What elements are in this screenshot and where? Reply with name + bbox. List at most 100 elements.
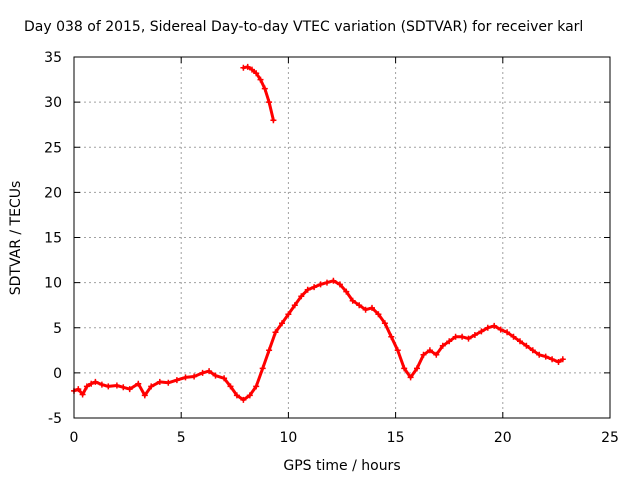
data-point xyxy=(523,342,530,349)
data-point xyxy=(156,378,163,385)
x-tick-label: 15 xyxy=(387,430,405,446)
x-tick-label: 0 xyxy=(70,430,79,446)
data-point xyxy=(555,359,562,365)
data-point xyxy=(98,381,105,388)
x-tick-label: 5 xyxy=(177,430,186,446)
data-point xyxy=(253,70,260,77)
y-axis-label: SDTVAR / TECUs xyxy=(8,181,24,296)
data-point xyxy=(83,383,90,390)
y-tick-label: 25 xyxy=(44,140,62,156)
data-point xyxy=(75,386,82,393)
data-point xyxy=(504,329,511,336)
data-point xyxy=(491,322,498,329)
data-point xyxy=(317,281,324,288)
grid-lines xyxy=(74,57,610,418)
data-point xyxy=(349,297,356,304)
data-point xyxy=(253,383,260,390)
data-point xyxy=(471,332,478,338)
x-tick-label: 20 xyxy=(494,430,512,446)
data-point xyxy=(113,382,120,389)
y-tick-label: 10 xyxy=(44,276,62,292)
data-point xyxy=(304,286,311,293)
chart-title: Day 038 of 2015, Sidereal Day-to-day VTE… xyxy=(24,19,583,35)
data-layer xyxy=(71,63,566,403)
data-point xyxy=(401,365,408,372)
data-point xyxy=(394,347,401,354)
data-point xyxy=(291,302,298,309)
data-point xyxy=(362,306,369,313)
data-point xyxy=(497,326,504,333)
data-series-segment-1 xyxy=(72,279,565,402)
data-point xyxy=(191,373,198,380)
data-point xyxy=(279,320,285,327)
data-series-segment-2 xyxy=(241,65,275,122)
data-point xyxy=(272,329,279,336)
data-point xyxy=(542,353,549,360)
data-point xyxy=(459,333,466,340)
y-tick-label: 30 xyxy=(44,95,62,111)
data-point xyxy=(336,281,343,288)
data-point xyxy=(510,333,517,340)
data-point xyxy=(165,379,172,386)
data-point xyxy=(446,338,453,345)
data-point xyxy=(369,304,375,311)
data-point xyxy=(439,342,446,349)
data-point xyxy=(240,396,247,403)
data-point xyxy=(141,392,148,399)
data-point xyxy=(92,378,99,385)
y-tick-label: -5 xyxy=(48,411,62,427)
data-point xyxy=(120,384,127,391)
x-axis-label: GPS time / hours xyxy=(283,458,400,474)
data-point xyxy=(330,277,337,284)
data-point xyxy=(206,368,213,375)
data-point xyxy=(212,372,219,379)
data-point xyxy=(244,63,251,70)
data-point xyxy=(182,374,189,381)
x-tick-label: 10 xyxy=(279,430,297,446)
data-point xyxy=(478,328,485,335)
y-tick-label: 15 xyxy=(44,231,62,247)
data-point xyxy=(536,351,543,358)
data-point xyxy=(388,333,395,340)
data-point xyxy=(559,356,566,363)
data-point xyxy=(79,391,86,398)
data-point xyxy=(343,288,350,295)
data-point xyxy=(285,311,292,318)
data-point xyxy=(452,333,459,340)
data-point xyxy=(126,386,133,393)
data-point xyxy=(233,392,240,399)
data-point xyxy=(324,279,330,286)
data-point xyxy=(259,365,266,372)
axis-ticks: 0 5 10 15 20 25 -5 0 5 10 15 20 25 30 35 xyxy=(44,50,619,446)
data-point xyxy=(433,351,440,358)
x-tick-label: 25 xyxy=(601,430,619,446)
data-point xyxy=(414,365,420,372)
data-point xyxy=(221,375,228,382)
data-point xyxy=(529,347,536,354)
data-point xyxy=(135,380,142,387)
data-point xyxy=(261,85,268,92)
data-point xyxy=(375,311,382,318)
data-point xyxy=(227,383,234,390)
data-point xyxy=(148,383,155,390)
data-point xyxy=(246,392,253,399)
data-point xyxy=(199,369,206,376)
data-point xyxy=(173,377,180,384)
data-point xyxy=(266,347,273,354)
data-point xyxy=(484,324,491,331)
data-point xyxy=(257,76,264,83)
data-point xyxy=(266,99,273,106)
data-point xyxy=(549,356,556,363)
y-tick-label: 20 xyxy=(44,185,62,201)
data-point xyxy=(311,284,318,291)
y-tick-label: 35 xyxy=(44,50,62,66)
data-point xyxy=(407,374,414,381)
data-point xyxy=(517,338,523,345)
data-point xyxy=(426,347,433,354)
y-tick-label: 5 xyxy=(53,321,62,337)
data-point xyxy=(465,335,472,342)
y-tick-label: 0 xyxy=(53,366,62,382)
data-point xyxy=(105,383,112,390)
data-point xyxy=(88,380,95,387)
